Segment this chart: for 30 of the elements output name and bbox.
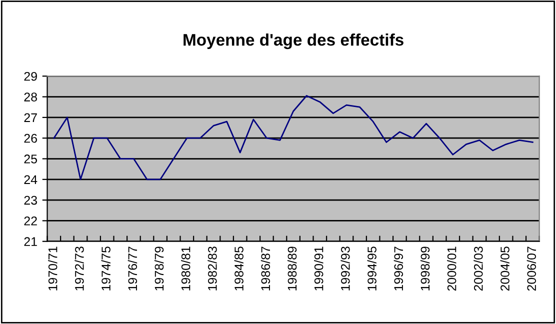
x-tick-label: 2002/03 bbox=[474, 246, 483, 291]
x-tick-label: 1998/99 bbox=[420, 246, 430, 290]
x-tick-label: 1984/85 bbox=[234, 246, 244, 290]
x-tick-label: 1982/83 bbox=[208, 246, 217, 290]
x-tick-label: 1974/75 bbox=[101, 246, 110, 290]
x-tick-label: 2006/07 bbox=[526, 246, 536, 291]
x-tick-label: 1978/79 bbox=[154, 246, 164, 290]
x-tick-label: 1992/93 bbox=[340, 246, 350, 290]
x-tick-label: 1986/87 bbox=[260, 246, 270, 290]
y-tick-label: 27 bbox=[24, 113, 37, 122]
x-tick-label: 1972/73 bbox=[74, 246, 84, 290]
x-tick-label: 1988/89 bbox=[287, 246, 297, 290]
x-tick-label: 1990/91 bbox=[314, 246, 324, 290]
x-tick-label: 2000/01 bbox=[447, 246, 456, 291]
x-tick-label: 2004/05 bbox=[500, 246, 510, 291]
y-tick-label: 21 bbox=[24, 237, 37, 246]
x-tick-label: 1994/95 bbox=[367, 246, 376, 290]
x-tick-label: 1996/97 bbox=[394, 246, 404, 290]
y-tick-label: 22 bbox=[24, 216, 37, 226]
y-tick-label: 23 bbox=[24, 196, 37, 205]
y-tick-label: 28 bbox=[24, 92, 37, 102]
x-tick-label: 1976/77 bbox=[128, 246, 138, 290]
x-tick-label: 1980/81 bbox=[181, 246, 190, 290]
y-tick-label: 25 bbox=[24, 154, 38, 164]
y-tick-label: 29 bbox=[24, 72, 37, 81]
line-series bbox=[53, 95, 534, 180]
y-tick-label: 26 bbox=[24, 134, 37, 143]
x-tick-label: 1970/71 bbox=[48, 246, 58, 290]
y-tick-label: 24 bbox=[24, 175, 38, 184]
chart-title: Moyenne d'age des effectifs bbox=[184, 34, 404, 50]
